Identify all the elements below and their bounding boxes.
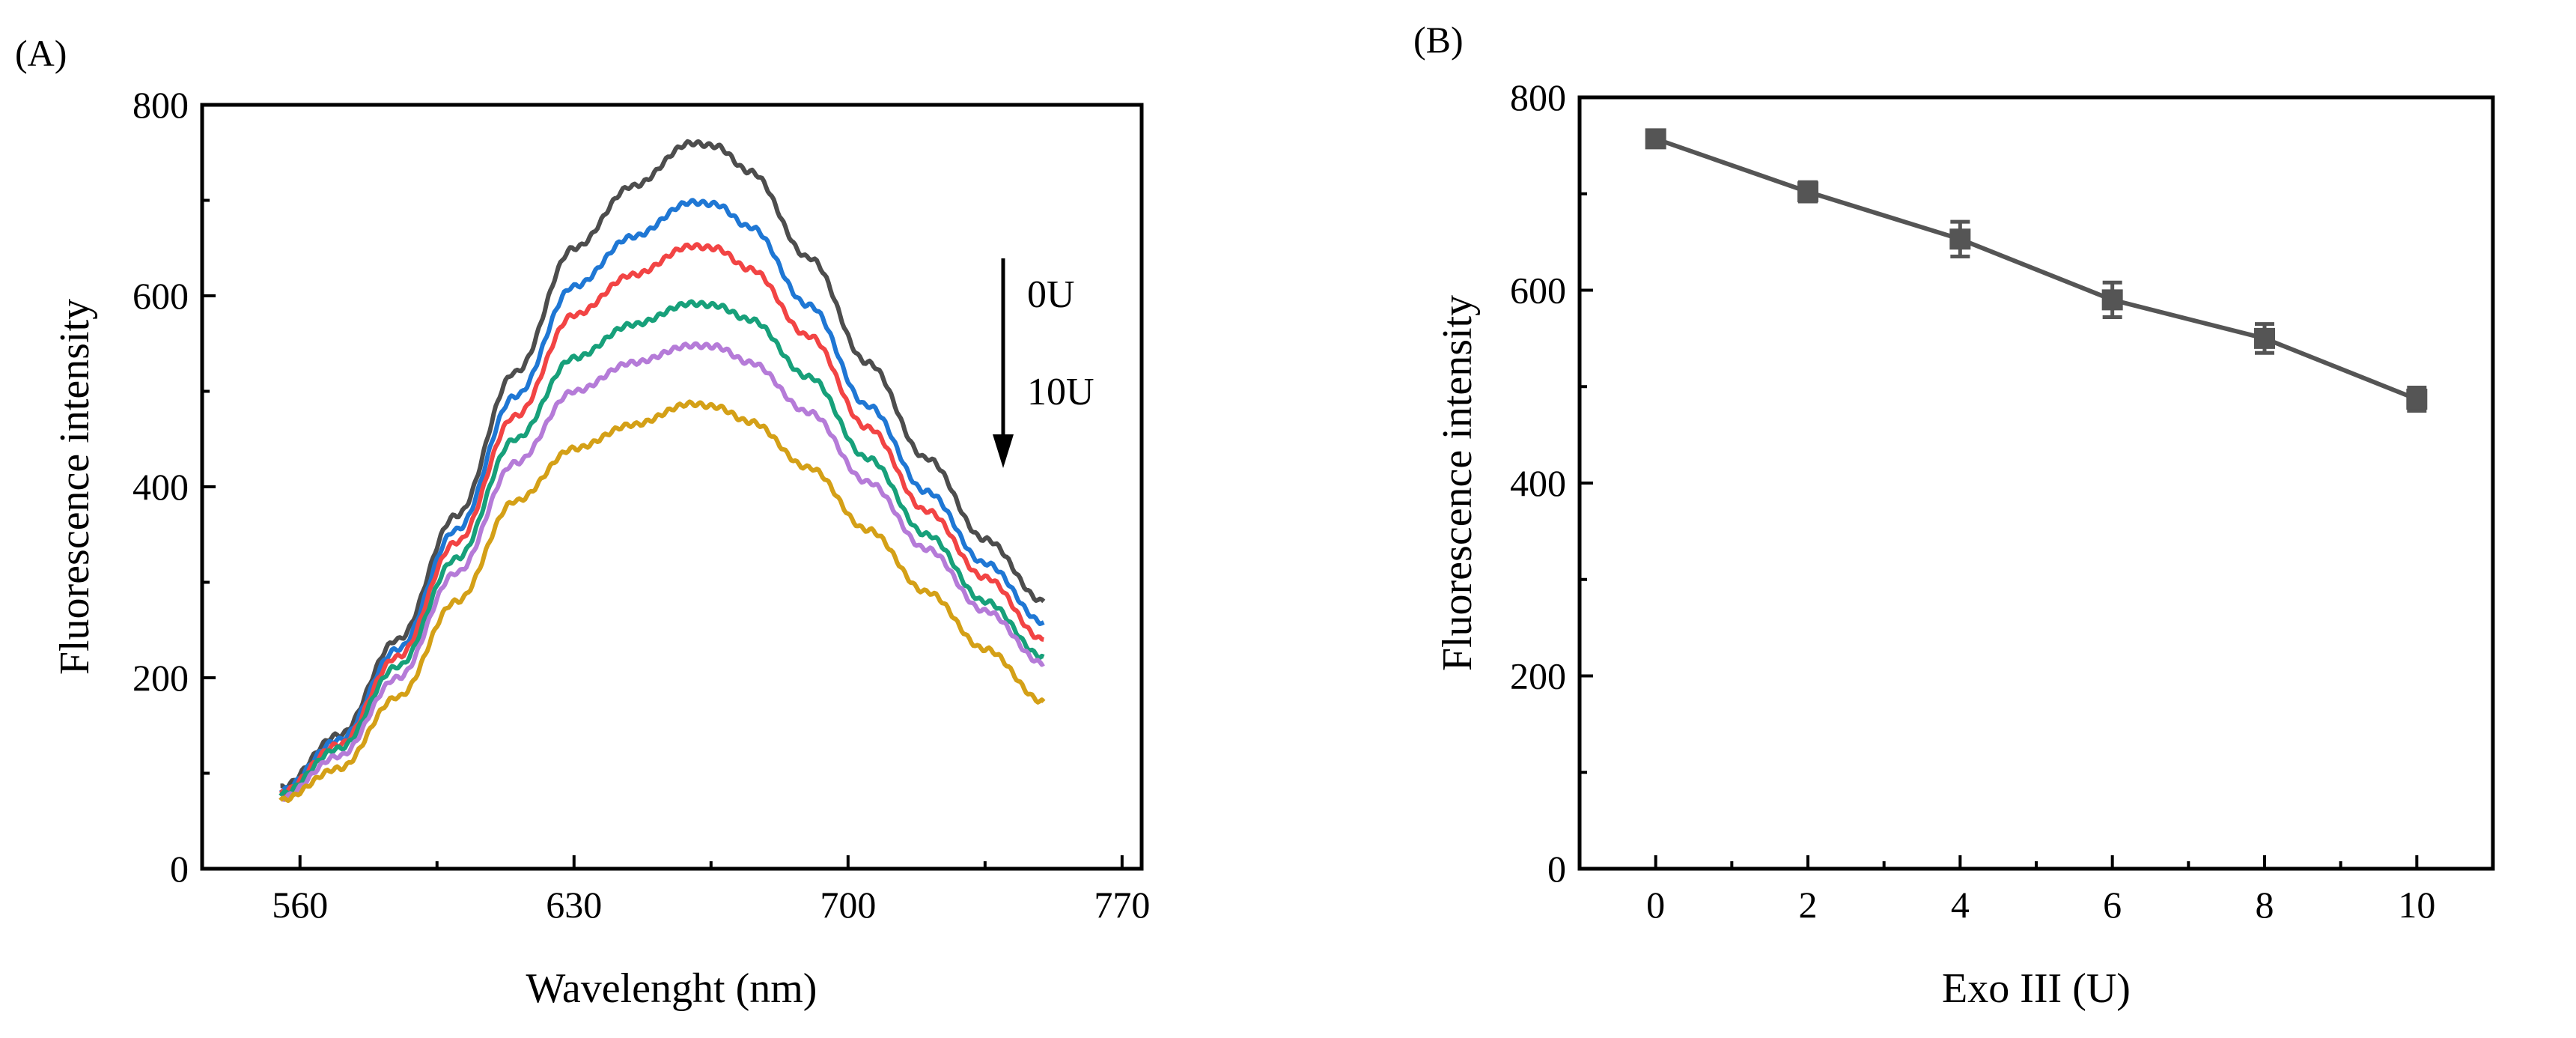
panel-b-frame <box>1577 95 2495 871</box>
x-tick-label: 2 <box>1799 884 1818 926</box>
y-tick-label: 0 <box>1547 848 1566 890</box>
panel-b-x-axis-title: Exo III (U) <box>1942 965 2131 1012</box>
panel-a-label: (A) <box>15 32 67 74</box>
panel-b-y-axis-title: Fluorescence intensity <box>1434 295 1481 671</box>
x-tick-label: 0 <box>1646 884 1665 926</box>
y-tick-label: 600 <box>1510 270 1566 312</box>
panel-a-arrow-head-icon <box>993 434 1014 468</box>
panel-a-y-axis-title: Fluorescence intensity <box>52 299 98 675</box>
y-tick-label: 400 <box>1510 462 1566 504</box>
data-point <box>2406 388 2428 410</box>
data-point <box>1797 181 1818 203</box>
data-point <box>1949 228 1971 250</box>
y-tick-label: 200 <box>133 657 189 699</box>
panel-b-x-tick-labels: 0 2 4 6 8 10 <box>1646 884 2435 926</box>
y-tick-label: 200 <box>1510 655 1566 697</box>
x-tick-label: 10 <box>2398 884 2435 926</box>
series-line-8U <box>278 341 1045 802</box>
panel-a-x-tick-labels: 560 630 700 770 <box>272 884 1150 926</box>
x-tick-label: 560 <box>272 884 328 926</box>
series-line-exo-iii <box>1654 136 2418 401</box>
data-point <box>2101 289 2123 311</box>
y-tick-label: 400 <box>133 466 189 508</box>
data-point <box>1645 128 1666 150</box>
x-tick-label: 700 <box>820 884 876 926</box>
series-line-6U <box>278 299 1045 798</box>
panel-b-series <box>1645 128 2428 413</box>
y-tick-label: 0 <box>170 848 189 890</box>
panel-a-series <box>278 139 1046 804</box>
x-tick-label: 4 <box>1951 884 1970 926</box>
y-tick-label: 800 <box>133 84 189 126</box>
panel-a-y-tick-labels: 0 200 400 600 800 <box>133 84 189 890</box>
panel-b: (B) 0 200 400 600 800 0 2 4 6 8 10 Exo III (U) Fl… <box>1413 19 2495 1012</box>
panel-a-annotation-start: 0U <box>1027 273 1075 316</box>
series-line-0U <box>280 139 1046 791</box>
x-tick-label: 6 <box>2103 884 2122 926</box>
x-tick-label: 770 <box>1094 884 1150 926</box>
x-tick-label: 630 <box>546 884 602 926</box>
series-line-2U <box>279 198 1045 795</box>
y-tick-label: 600 <box>133 275 189 317</box>
panel-b-ticks <box>1580 96 2419 870</box>
panel-a-frame <box>200 103 1144 871</box>
panel-a-annotation-end: 10U <box>1027 371 1094 413</box>
panel-b-label: (B) <box>1413 19 1464 61</box>
panel-a: (A) 0 200 400 600 800 560 630 700 770 Wavelengh… <box>15 32 1150 1012</box>
y-tick-label: 800 <box>1510 76 1566 118</box>
data-point <box>2254 327 2275 349</box>
series-line-4U <box>278 242 1044 796</box>
series-line-10U <box>278 399 1046 804</box>
panel-b-y-tick-labels: 0 200 400 600 800 <box>1510 76 1566 890</box>
panel-a-x-axis-title: Wavelenght (nm) <box>526 965 817 1012</box>
x-tick-label: 8 <box>2256 884 2274 926</box>
